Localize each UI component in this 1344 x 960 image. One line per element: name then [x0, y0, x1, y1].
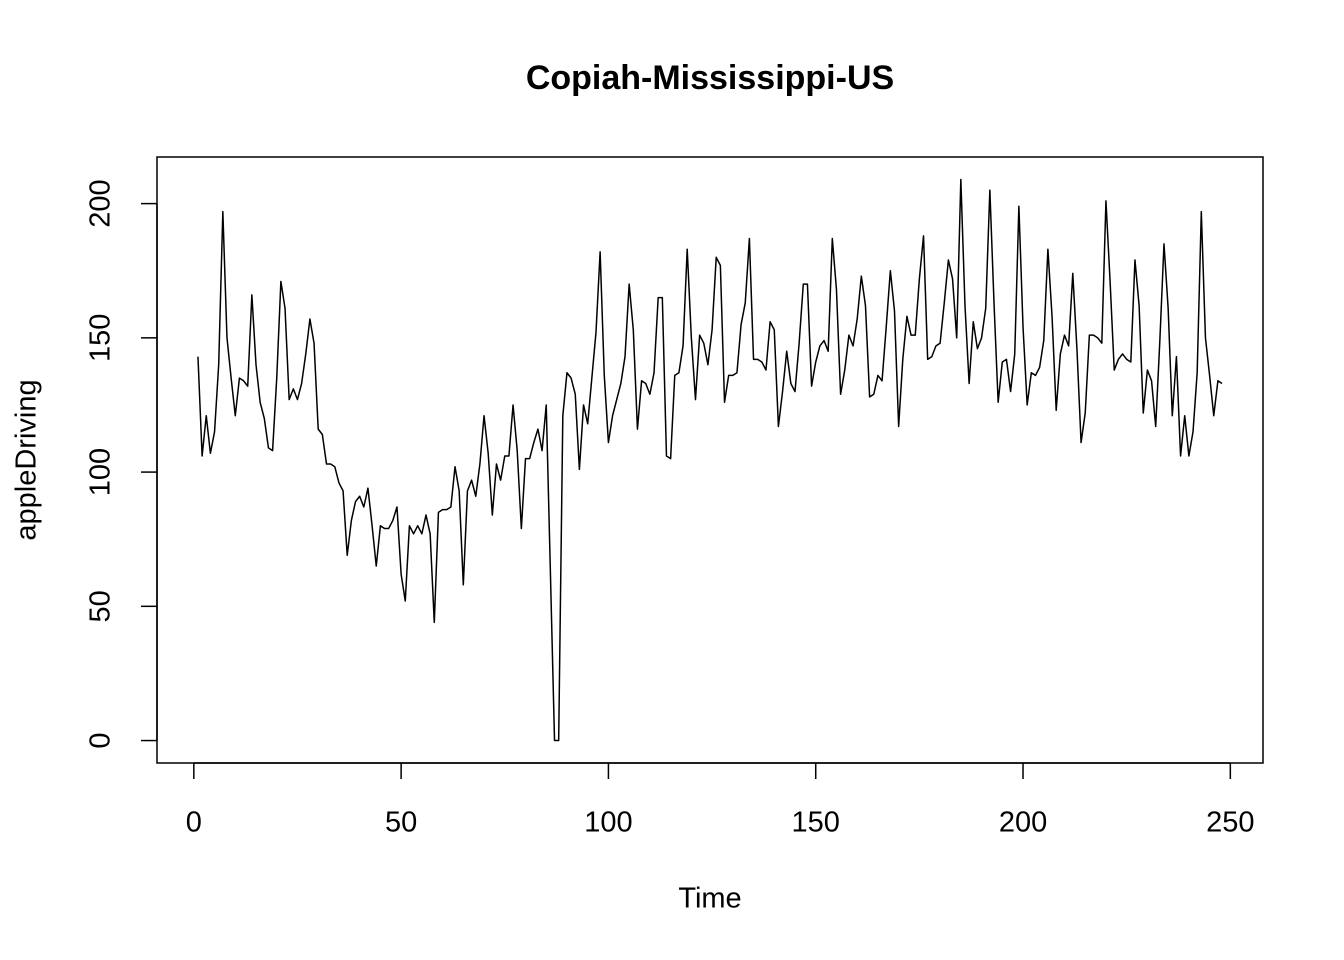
x-tick-label: 150: [792, 807, 840, 839]
y-tick-label: 0: [85, 732, 117, 748]
y-tick-label: 150: [85, 314, 117, 362]
plot-frame: [156, 156, 1264, 764]
y-tick-label: 200: [85, 179, 117, 227]
x-tick-label: 50: [385, 807, 417, 839]
x-tick-label: 250: [1206, 807, 1254, 839]
y-tick-label: 100: [85, 448, 117, 496]
data-line: [197, 178, 1223, 742]
x-tick-label: 200: [999, 807, 1047, 839]
y-tick-label: 50: [85, 590, 117, 622]
x-tick-label: 100: [584, 807, 632, 839]
x-tick-label: 0: [186, 807, 202, 839]
x-axis-label: Time: [678, 883, 741, 915]
chart-title: Copiah-Mississippi-US: [526, 59, 894, 97]
y-axis-label: appleDriving: [11, 379, 43, 540]
